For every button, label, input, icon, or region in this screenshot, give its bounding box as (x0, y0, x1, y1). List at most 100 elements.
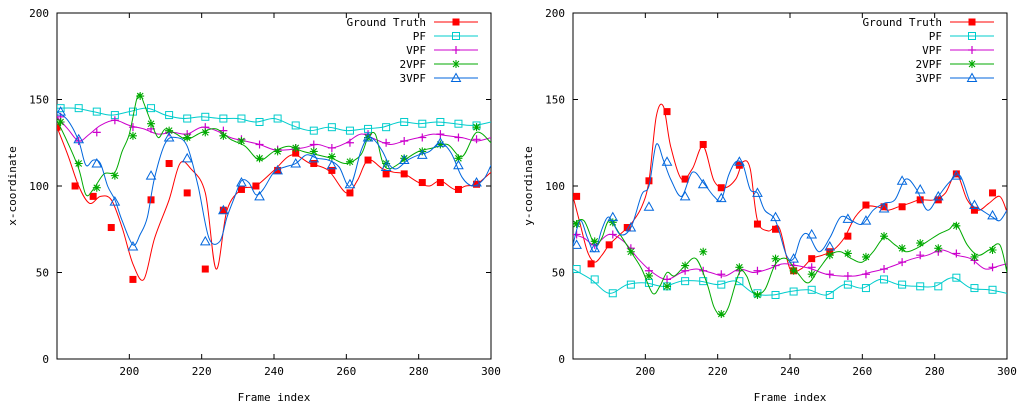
data-point (573, 239, 582, 249)
data-point (862, 201, 870, 209)
data-point (57, 123, 61, 131)
data-point (219, 131, 228, 140)
data-point (753, 266, 762, 275)
data-point (860, 215, 872, 225)
data-point (74, 104, 83, 113)
data-point (57, 106, 66, 116)
data-point (914, 183, 926, 194)
data-point (952, 170, 960, 178)
legend-marker (452, 32, 460, 40)
data-point (626, 280, 635, 289)
data-point (344, 178, 356, 189)
series-line (573, 143, 1007, 261)
data-point (934, 244, 943, 253)
data-point (345, 157, 354, 166)
data-point (346, 189, 354, 197)
data-point (107, 224, 115, 232)
data-point (454, 133, 463, 142)
data-point (328, 166, 336, 174)
x-axis-label: Frame index (754, 391, 827, 404)
data-point (110, 116, 119, 125)
data-point (309, 140, 318, 149)
legend-label: PF (413, 30, 426, 43)
legend-label: 2VPF (400, 58, 427, 71)
data-point (843, 271, 852, 280)
data-point (861, 284, 870, 293)
data-point (880, 203, 888, 211)
data-point (71, 182, 79, 190)
data-point (988, 263, 997, 272)
y-tick-label: 0 (42, 353, 49, 366)
data-point (735, 263, 744, 272)
y-tick-label: 150 (545, 94, 565, 107)
data-point (471, 177, 482, 187)
data-point (573, 192, 581, 200)
y-tick-label: 0 (558, 353, 565, 366)
y-tick-label: 50 (552, 267, 565, 280)
data-point (309, 147, 318, 156)
data-point (92, 128, 101, 137)
legend-label: VPF (922, 44, 942, 57)
data-point (254, 190, 265, 201)
legend-label: 3VPF (916, 72, 943, 85)
data-point (183, 133, 192, 142)
data-point (643, 201, 655, 211)
y-tick-label: 200 (29, 7, 49, 20)
data-point (626, 247, 635, 256)
data-point (734, 156, 745, 166)
data-point (163, 132, 175, 142)
data-point (681, 175, 689, 183)
data-point (326, 159, 338, 170)
data-point (679, 190, 691, 201)
data-point (753, 290, 762, 299)
data-point (73, 133, 85, 144)
data-point (644, 271, 653, 280)
data-point (916, 196, 924, 204)
data-point (880, 265, 889, 274)
data-point (715, 192, 727, 203)
data-point (380, 161, 392, 171)
data-point (292, 149, 300, 157)
data-point (753, 220, 761, 228)
data-point (951, 170, 962, 180)
data-point (573, 265, 581, 274)
x-tick-label: 280 (925, 365, 945, 378)
x-tick-label: 200 (635, 365, 655, 378)
data-point (663, 275, 672, 284)
series-pf (57, 104, 491, 135)
legend-label: VPF (406, 44, 426, 57)
data-point (345, 138, 354, 147)
data-point (219, 114, 228, 123)
series-line (573, 103, 1007, 274)
data-point (165, 126, 174, 135)
data-point (788, 253, 799, 263)
data-point (129, 275, 137, 283)
data-point (590, 237, 599, 246)
data-point (255, 117, 264, 126)
data-point (699, 140, 707, 148)
data-point (91, 157, 103, 168)
data-point (916, 282, 925, 291)
data-point (916, 239, 925, 248)
x-tick-label: 220 (192, 365, 212, 378)
data-point (970, 206, 978, 214)
series-line (57, 93, 491, 197)
data-point (623, 224, 631, 232)
data-point (218, 204, 229, 215)
data-point (128, 131, 137, 140)
data-point (699, 277, 708, 286)
data-point (861, 270, 870, 279)
data-point (435, 137, 446, 147)
data-point (699, 247, 708, 256)
x-tick-label: 240 (264, 365, 284, 378)
legend-marker (968, 60, 976, 68)
data-point (252, 182, 260, 190)
data-point (952, 249, 961, 258)
data-point (327, 152, 336, 161)
data-point (825, 251, 834, 260)
data-point (327, 143, 336, 152)
data-point (110, 171, 119, 180)
data-point (310, 160, 318, 168)
